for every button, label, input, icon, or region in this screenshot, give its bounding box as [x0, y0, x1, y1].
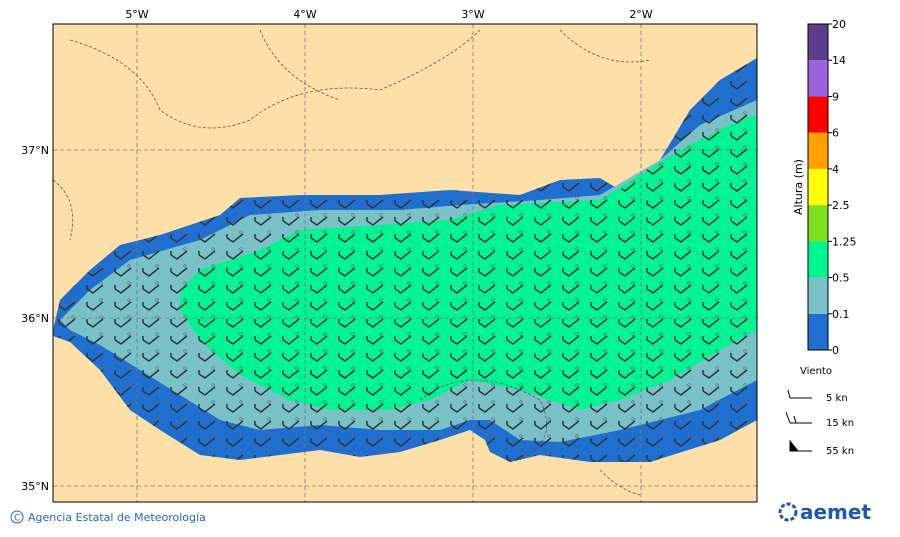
copyright-icon	[10, 510, 24, 524]
colorbar-tick-label: 2.5	[832, 199, 850, 212]
lon-label: 5°W	[125, 8, 148, 21]
colorbar: 0 0.1 0.5 1.25 2.5 4 6 9 14 20	[807, 18, 857, 357]
colorbar-tick-label: 20	[832, 18, 846, 31]
wind-legend-title: Viento	[800, 366, 832, 377]
colorbar-frame	[807, 23, 829, 351]
map-frame	[52, 23, 758, 503]
colorbar-tick-label: 0	[832, 344, 839, 357]
colorbar-band	[808, 24, 828, 61]
colorbar-band	[808, 60, 828, 97]
logo: aemet	[778, 500, 871, 524]
lon-label: 2°W	[629, 8, 652, 21]
colorbar-tick-label: 0.1	[832, 308, 850, 321]
lat-label: 36°N	[21, 312, 49, 325]
logo-text: aemet	[800, 500, 871, 524]
colorbar-band	[808, 205, 828, 242]
colorbar-band	[808, 132, 828, 169]
map-area	[53, 24, 757, 502]
lon-label: 3°W	[461, 8, 484, 21]
colorbar-band	[808, 241, 828, 278]
wind-legend-item: 5 kn	[826, 393, 848, 404]
lon-label: 4°W	[293, 8, 316, 21]
borders	[53, 29, 651, 496]
copyright-c: C	[14, 514, 20, 524]
colorbar-tick-label: 14	[832, 54, 846, 67]
colorbar-band	[808, 277, 828, 314]
wind-legend-item: 55 kn	[826, 446, 854, 457]
colorbar-band	[808, 168, 828, 206]
credit: Agencia Estatal de Meteorología	[28, 511, 206, 524]
wind-legend: Viento 5 kn 15 kn 55 kn	[785, 366, 854, 457]
graticule: 5°W 4°W 3°W 2°W 37°N 36°N 35°N	[21, 8, 757, 502]
colorbar-tick-label: 0.5	[832, 272, 850, 285]
wind-legend-item: 15 kn	[826, 418, 854, 429]
barb-icon	[789, 439, 812, 452]
barb-icon	[787, 389, 812, 399]
colorbar-tick-label: 9	[832, 90, 839, 103]
colorbar-label: Altura (m)	[792, 159, 805, 215]
lat-label: 35°N	[21, 480, 49, 493]
colorbar-tick-label: 6	[832, 127, 839, 140]
lat-label: 37°N	[21, 144, 49, 157]
colorbar-tick-label: 4	[832, 163, 839, 176]
colorbar-band	[808, 96, 828, 133]
barb-icon	[785, 411, 812, 424]
colorbar-band	[808, 313, 828, 350]
wind-barbs	[53, 58, 757, 462]
colorbar-tick-label: 1.25	[832, 235, 857, 248]
